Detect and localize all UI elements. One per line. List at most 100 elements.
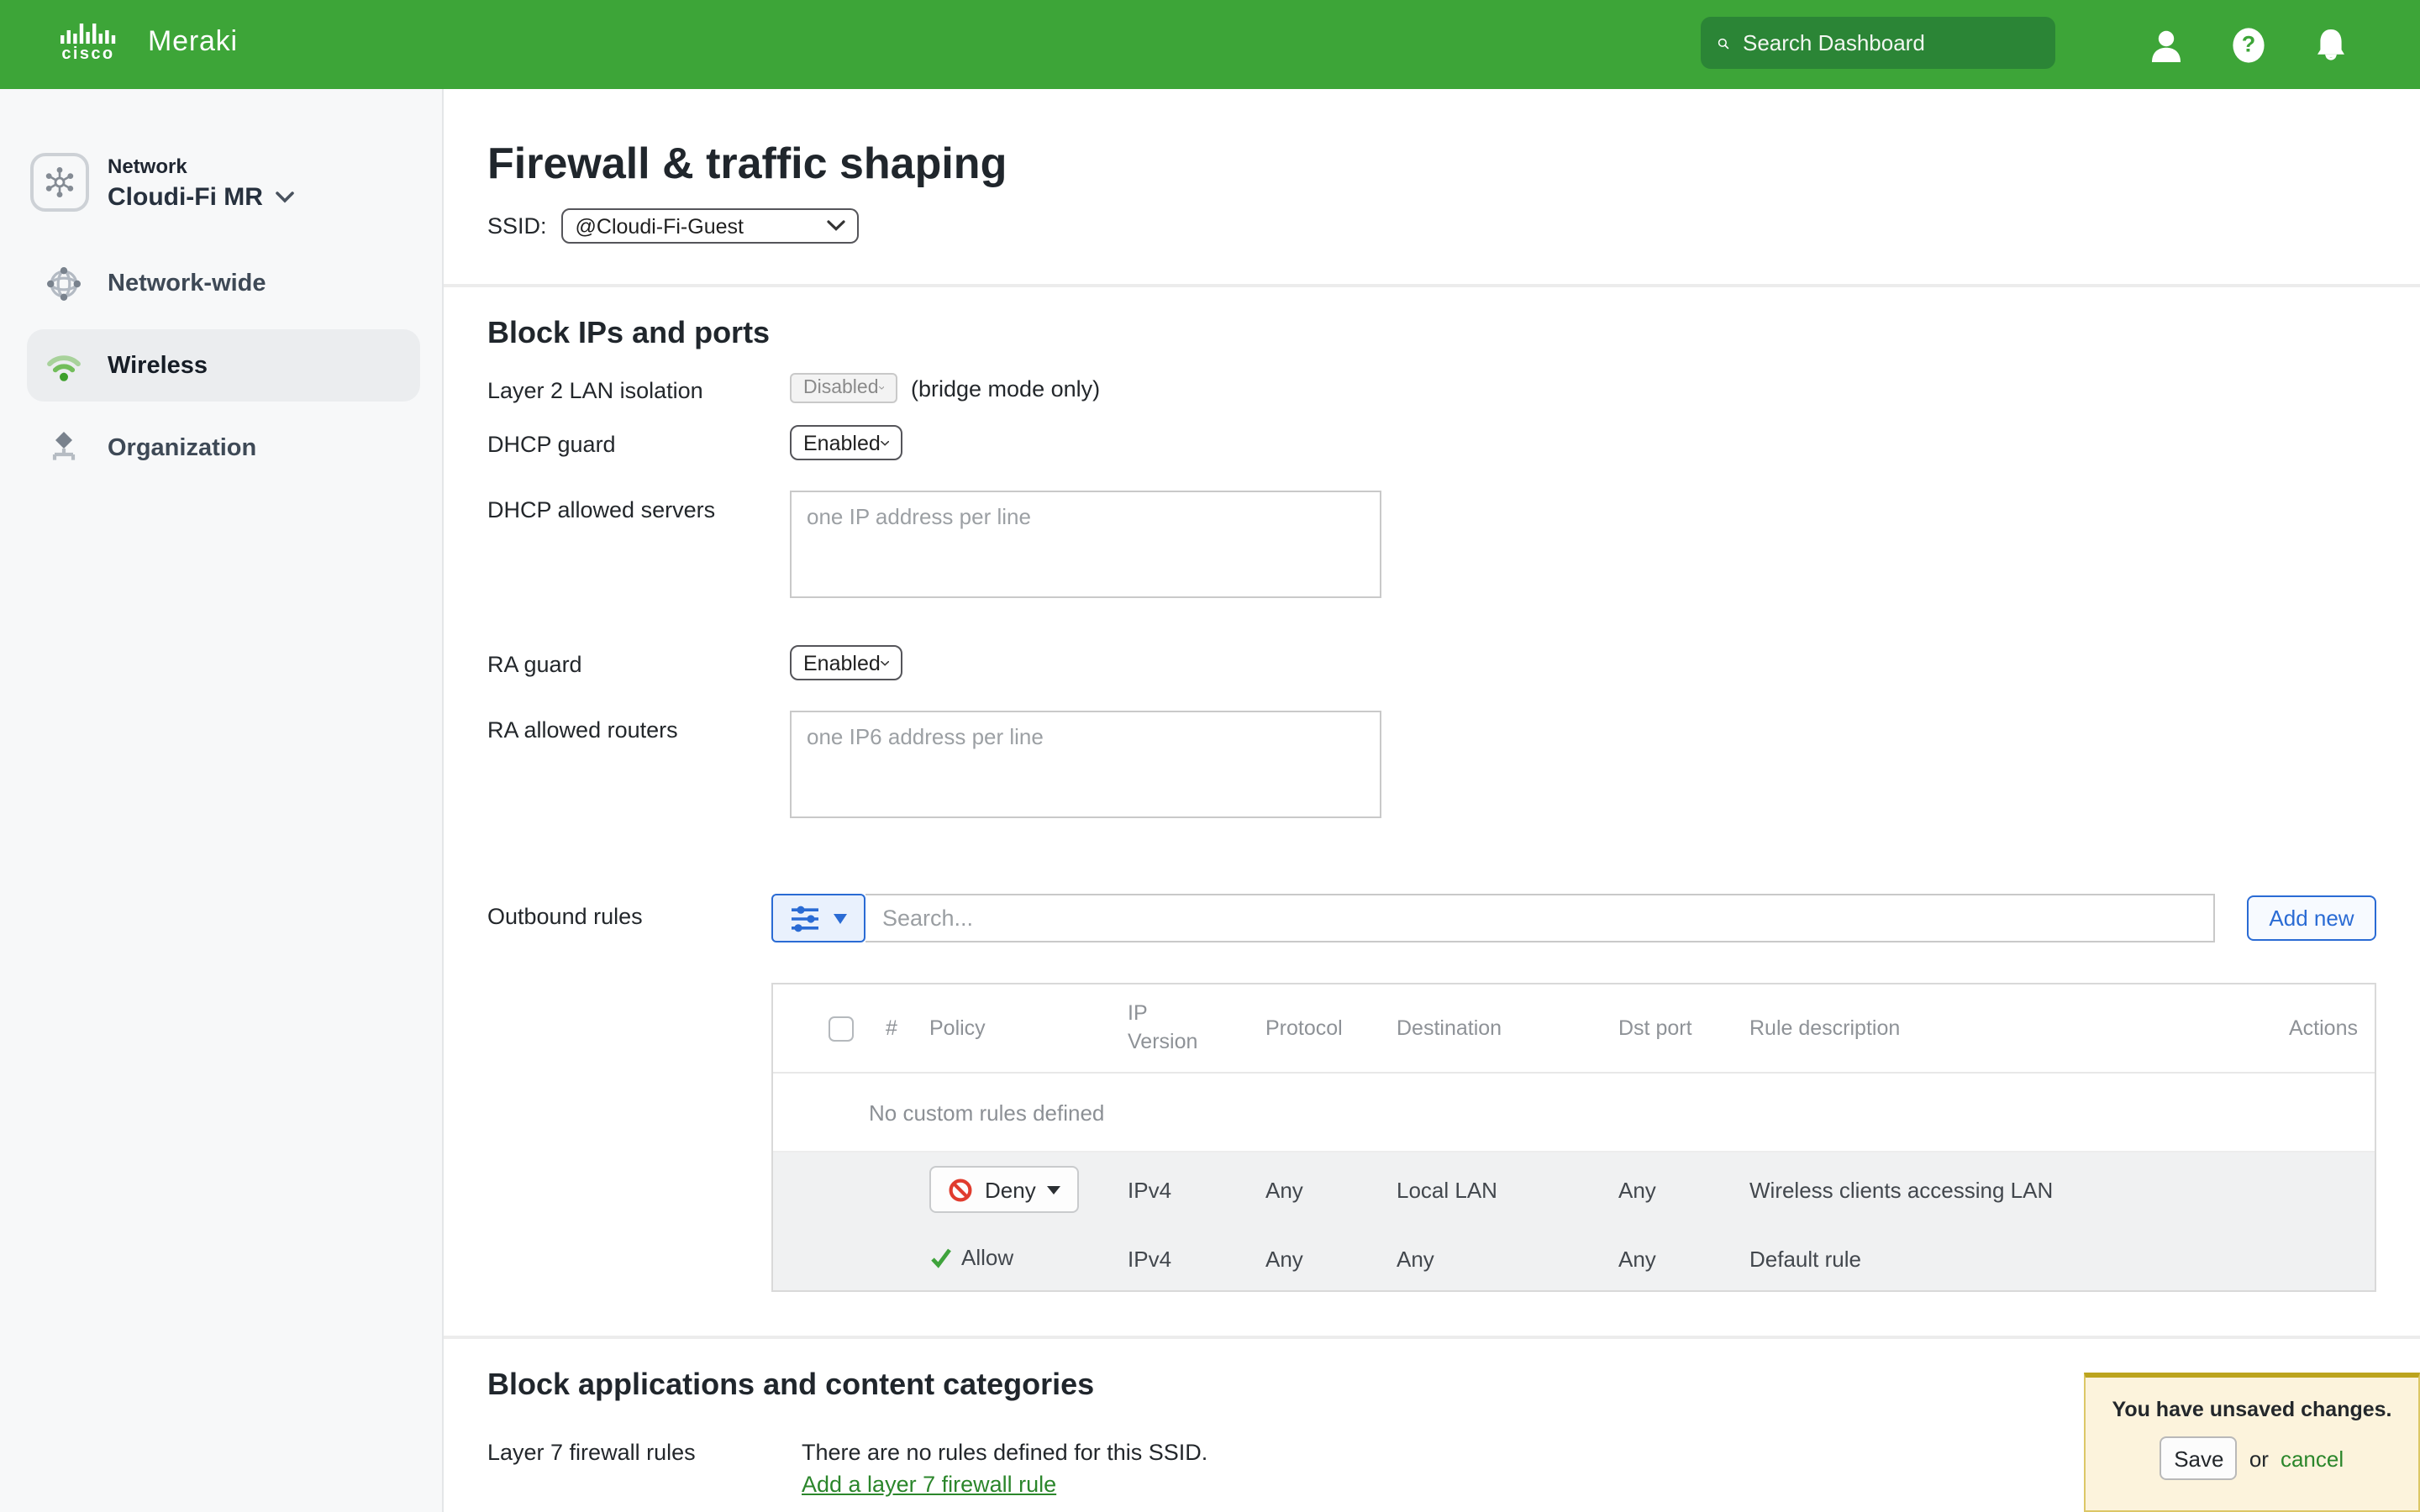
unsaved-changes-banner: You have unsaved changes. Save or cancel (2084, 1373, 2420, 1512)
col-actions: Actions (2289, 1016, 2358, 1040)
layer7-rules-label: Layer 7 firewall rules (487, 1440, 696, 1465)
add-new-button[interactable]: Add new (2247, 895, 2376, 941)
org-chart-icon (44, 428, 84, 468)
svg-text:?: ? (2242, 32, 2256, 57)
section-divider (444, 1336, 2420, 1339)
dst-port-value: Any (1618, 1246, 1656, 1271)
user-account-icon[interactable] (2148, 27, 2185, 64)
select-all-checkbox[interactable] (829, 1016, 854, 1041)
cisco-wordmark: cisco (61, 45, 115, 64)
table-row-allow: Allow IPv4 Any Any Any Default rule (773, 1226, 2375, 1290)
table-row-deny: Deny IPv4 Any Local LAN Any Wireless cli… (773, 1152, 2375, 1226)
network-label: Network (108, 155, 187, 178)
outbound-rules-table: # Policy IP Version Protocol Destination… (771, 983, 2376, 1292)
search-icon (1718, 37, 1729, 49)
unsaved-message: You have unsaved changes. (2112, 1398, 2392, 1421)
rule-description-value: Wireless clients accessing LAN (1749, 1177, 2054, 1202)
dhcp-servers-label: DHCP allowed servers (487, 497, 716, 522)
top-nav-bar: cisco Meraki ? (0, 0, 2420, 89)
dhcp-servers-textarea[interactable] (790, 491, 1381, 598)
ra-routers-textarea[interactable] (790, 711, 1381, 818)
col-rule-description: Rule description (1749, 1016, 1901, 1040)
network-selector[interactable]: Cloudi-Fi MR (108, 183, 295, 212)
network-name: Cloudi-Fi MR (108, 183, 263, 212)
filter-sliders-icon (791, 905, 818, 932)
protocol-value: Any (1265, 1177, 1303, 1202)
col-dst-port: Dst port (1618, 1016, 1692, 1040)
allow-policy: Allow (929, 1244, 1013, 1269)
layer7-empty-text: There are no rules defined for this SSID… (802, 1440, 1208, 1465)
cancel-link[interactable]: cancel (2280, 1446, 2344, 1471)
meraki-wordmark: Meraki (148, 25, 238, 57)
chevron-down-icon (880, 659, 889, 665)
dhcp-guard-select[interactable]: Enabled (790, 425, 902, 460)
destination-value: Any (1397, 1246, 1434, 1271)
chevron-down-icon (276, 192, 295, 203)
network-hub-icon (45, 167, 74, 197)
block-ips-heading: Block IPs and ports (487, 316, 771, 349)
filter-button[interactable] (771, 894, 865, 942)
ssid-select[interactable]: @Cloudi-Fi-Guest (561, 208, 860, 244)
rules-search-input[interactable] (865, 894, 2215, 942)
policy-value: Allow (961, 1244, 1014, 1269)
ra-guard-selected-value: Enabled (803, 651, 881, 675)
policy-value: Deny (985, 1177, 1036, 1202)
empty-rules-row: No custom rules defined (773, 1074, 2375, 1152)
chevron-down-icon (878, 386, 884, 390)
help-icon[interactable]: ? (2230, 27, 2267, 64)
deny-icon (949, 1178, 972, 1201)
dashboard-search[interactable] (1701, 17, 2055, 69)
deny-policy-dropdown[interactable]: Deny (929, 1166, 1080, 1213)
dhcp-guard-label: DHCP guard (487, 432, 616, 457)
ra-guard-select[interactable]: Enabled (790, 645, 902, 680)
ssid-row: SSID: @Cloudi-Fi-Guest (487, 208, 860, 244)
allow-check-icon (931, 1247, 951, 1268)
save-label: Save (2174, 1446, 2224, 1471)
col-ip-version: IP Version (1128, 1001, 1198, 1053)
wifi-icon (44, 345, 84, 386)
protocol-value: Any (1265, 1246, 1303, 1271)
caret-down-icon (1047, 1185, 1061, 1194)
col-protocol: Protocol (1265, 1016, 1343, 1040)
col-number: # (886, 1016, 897, 1040)
ip-version-value: IPv4 (1128, 1246, 1172, 1271)
sidebar-item-label: Organization (108, 434, 257, 461)
notifications-bell-icon[interactable] (2312, 27, 2349, 64)
layer2-label: Layer 2 LAN isolation (487, 378, 703, 403)
network-selector-icon (30, 153, 89, 212)
save-button[interactable]: Save (2160, 1436, 2238, 1480)
default-rules-section: Deny IPv4 Any Local LAN Any Wireless cli… (773, 1152, 2375, 1290)
ra-guard-label: RA guard (487, 652, 582, 677)
sidebar-nav: Network-wide Wireless (27, 247, 420, 484)
add-layer7-rule-link[interactable]: Add a layer 7 firewall rule (802, 1472, 1057, 1497)
ssid-label: SSID: (487, 213, 547, 239)
sidebar-item-organization[interactable]: Organization (27, 412, 420, 484)
layer2-selected-value: Disabled (803, 378, 879, 398)
sidebar-item-label: Network-wide (108, 270, 266, 297)
rule-description-value: Default rule (1749, 1246, 1861, 1271)
sidebar-item-wireless[interactable]: Wireless (27, 329, 420, 402)
page-title: Firewall & traffic shaping (487, 138, 1007, 188)
cisco-logo: cisco (60, 24, 116, 64)
add-new-label: Add new (2269, 906, 2354, 931)
search-input[interactable] (1743, 30, 2039, 55)
layer2-note: (bridge mode only) (911, 375, 1101, 401)
destination-value: Local LAN (1397, 1177, 1497, 1202)
main-content (444, 89, 2420, 1512)
layer2-select[interactable]: Disabled (790, 373, 897, 403)
dst-port-value: Any (1618, 1177, 1656, 1202)
sidebar-item-network-wide[interactable]: Network-wide (27, 247, 420, 319)
col-policy: Policy (929, 1016, 986, 1040)
outbound-rules-label: Outbound rules (487, 904, 643, 929)
sidebar-item-label: Wireless (108, 352, 208, 379)
layer2-control: Disabled (bridge mode only) (790, 373, 1100, 403)
chevron-down-icon (827, 220, 846, 231)
or-text: or (2249, 1446, 2269, 1471)
ip-version-value: IPv4 (1128, 1177, 1172, 1202)
dhcp-guard-selected-value: Enabled (803, 431, 881, 454)
globe-icon (44, 263, 84, 303)
ssid-selected-value: @Cloudi-Fi-Guest (575, 214, 744, 238)
cisco-meraki-logo[interactable]: cisco Meraki (60, 24, 238, 64)
filter-caret-icon (833, 913, 846, 923)
